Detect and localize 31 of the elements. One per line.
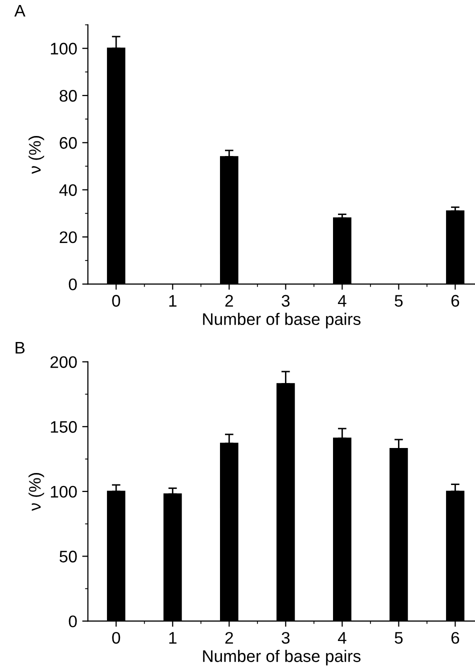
x-tick-label: 3 — [282, 632, 290, 644]
x-tick-label: 5 — [394, 295, 403, 307]
y-axis-title: ν (%) — [28, 473, 44, 511]
y-tick-label: 150 — [50, 421, 77, 433]
x-tick-label: 6 — [451, 632, 460, 644]
x-tick-label: 3 — [282, 294, 290, 307]
x-tick-label: 2 — [225, 294, 233, 307]
y-tick-label: 100 — [50, 486, 77, 498]
x-tick-label: 4 — [338, 295, 346, 307]
y-tick-label: 50 — [60, 550, 77, 562]
x-tick-label: 5 — [394, 632, 403, 644]
y-tick-label: 0 — [68, 615, 77, 628]
y-tick-label: 100 — [50, 42, 77, 55]
x-tick-label: 4 — [338, 632, 346, 644]
chart-title: A — [14, 4, 26, 16]
x-axis-title: Number of base pairs — [203, 650, 361, 666]
chart-title: B — [16, 342, 25, 354]
x-tick-label: 1 — [169, 295, 176, 307]
x-tick-label: 0 — [112, 632, 120, 644]
y-tick-label: 60 — [60, 137, 77, 149]
y-tick-label: 80 — [60, 90, 77, 102]
x-tick-label: 2 — [225, 632, 233, 644]
x-tick-label: 6 — [451, 294, 460, 307]
y-tick-label: 0 — [68, 278, 77, 290]
x-axis-title: Number of base pairs — [203, 312, 361, 328]
y-axis-title: ν (%) — [28, 136, 44, 174]
x-tick-label: 1 — [169, 632, 176, 644]
y-tick-label: 20 — [60, 231, 77, 244]
y-tick-label: 40 — [59, 184, 77, 196]
x-tick-label: 0 — [112, 294, 120, 307]
y-tick-label: 200 — [50, 356, 77, 368]
